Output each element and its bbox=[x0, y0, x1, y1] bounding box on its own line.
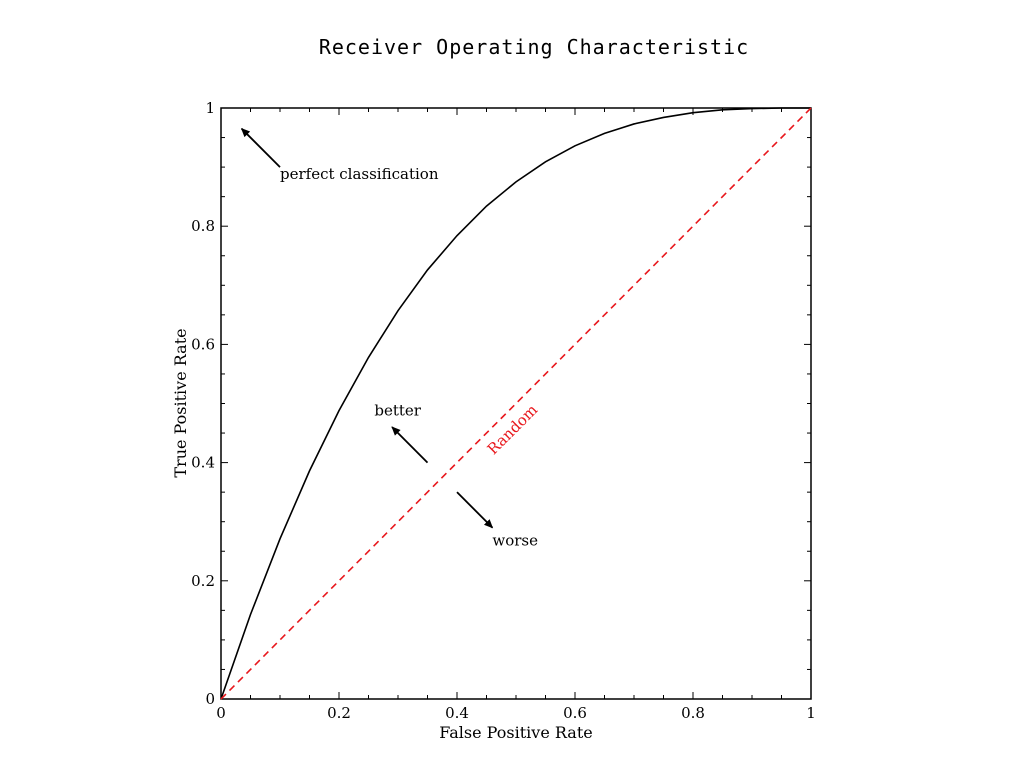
y-tick-label: 0.8 bbox=[191, 217, 215, 235]
annotation-random-label: Random bbox=[484, 401, 541, 458]
y-tick-label: 0.6 bbox=[191, 335, 215, 353]
x-tick-label: 0 bbox=[216, 704, 226, 722]
random-baseline-line bbox=[220, 107, 812, 700]
annotation-worse-label: worse bbox=[492, 531, 538, 549]
x-tick-label: 1 bbox=[806, 704, 816, 722]
chart-title: Receiver Operating Characteristic bbox=[319, 35, 749, 59]
x-tick-label: 0.6 bbox=[563, 704, 587, 722]
x-tick-label: 0.8 bbox=[681, 704, 705, 722]
annotation-arrow-perfect bbox=[240, 127, 281, 168]
x-tick-label: 0.2 bbox=[327, 704, 351, 722]
annotation-better-label: better bbox=[374, 401, 421, 419]
y-tick-label: 1 bbox=[205, 99, 215, 117]
x-tick-label: 0.4 bbox=[445, 704, 469, 722]
y-axis-label: True Positive Rate bbox=[171, 328, 190, 477]
annotation-arrow-better bbox=[391, 426, 429, 464]
x-axis-label: False Positive Rate bbox=[439, 723, 593, 742]
annotation-arrow-worse bbox=[456, 491, 494, 529]
annotation-perfect-label: perfect classification bbox=[280, 165, 439, 183]
roc-curve-line bbox=[220, 107, 811, 700]
y-tick-label: 0.4 bbox=[191, 454, 215, 472]
y-tick-label: 0.2 bbox=[191, 572, 215, 590]
plot-area: 0 0.2 0.4 0.6 0.8 1 0 0.2 0.4 0.6 0.8 1 perfect clas… bbox=[191, 99, 816, 722]
y-tick-label: 0 bbox=[205, 690, 215, 708]
